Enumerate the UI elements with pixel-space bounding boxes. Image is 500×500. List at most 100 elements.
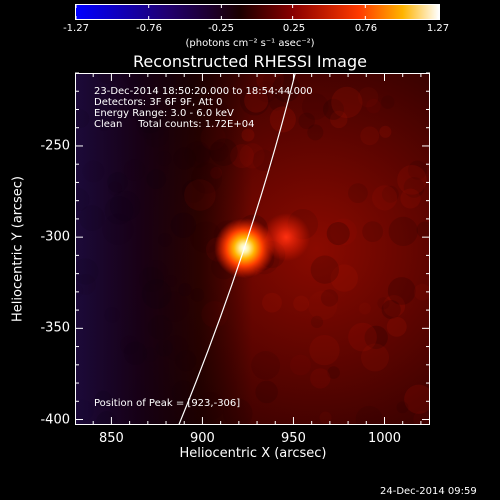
heatmap-blotch (360, 126, 380, 146)
heatmap-blotch (262, 292, 282, 313)
heatmap-blotch (79, 205, 105, 231)
heatmap-blotch (198, 93, 222, 117)
heatmap-blotch (107, 181, 123, 196)
heatmap-blotch (327, 366, 340, 379)
heatmap-blotch (107, 172, 128, 193)
heatmap-blotch (143, 259, 168, 285)
heatmap-blotch (104, 307, 120, 323)
heatmap-blotch (82, 160, 105, 183)
heatmap-blotch (222, 398, 253, 425)
heatmap-blotch (208, 141, 229, 162)
heatmap-blotch (256, 73, 284, 93)
chart-title: Reconstructed RHESSI Image (133, 52, 367, 71)
heatmap-blotch (239, 143, 265, 169)
heatmap-blotch (301, 93, 329, 120)
heatmap-blotch (120, 94, 145, 119)
heatmap-blotch (190, 288, 205, 302)
heatmap-blotch (110, 190, 141, 222)
heatmap-blotch (362, 221, 384, 243)
colorbar-tick-label: 0.25 (282, 23, 306, 34)
heatmap-blotch (158, 232, 172, 247)
heatmap-blotch (191, 162, 223, 194)
heatmap-blotch (330, 218, 357, 246)
heatmap-blotch (416, 221, 430, 239)
heatmap-blotch (322, 98, 345, 120)
heatmap-blotch (182, 84, 200, 102)
heatmap-blotch (372, 185, 398, 211)
heatmap-blotch (97, 73, 119, 84)
heatmap-blotch (184, 179, 216, 211)
heatmap-blotch (320, 289, 339, 307)
heatmap-blotch (251, 350, 281, 380)
heatmap-blotch (75, 273, 96, 295)
heatmap-blotch (361, 343, 390, 372)
heatmap-blotch (200, 125, 226, 151)
heatmap-blotch (155, 339, 173, 357)
colorbar-tick-label: -0.25 (208, 23, 234, 34)
heatmap-blotch (128, 79, 142, 93)
heatmap-blotch (192, 145, 211, 164)
heatmap-blotch (75, 187, 90, 212)
y-tick-label: -300 (40, 229, 70, 245)
heatmap-blotch (207, 100, 229, 123)
heatmap-blotch (136, 106, 163, 134)
heatmap-blotch (120, 335, 140, 355)
colorbar-tick-label: -0.76 (136, 23, 162, 34)
heatmap-blotch (75, 284, 84, 299)
heatmap-blotch (386, 316, 407, 337)
heatmap-blotch (104, 196, 134, 225)
heatmap-blotch (196, 391, 225, 421)
peak-position-label: Position of Peak = [923,-306] (94, 398, 241, 409)
heatmap-blotch (310, 315, 324, 329)
info-time-range: 23-Dec-2014 18:50:20.000 to 18:54:44.000 (94, 86, 313, 97)
y-tick-label: -250 (40, 138, 70, 154)
heatmap-blotch (387, 277, 416, 305)
info-total-counts: Clean Total counts: 1.72E+04 (94, 119, 255, 130)
x-tick-label: 850 (98, 431, 124, 446)
heatmap-blotch (381, 185, 399, 203)
heatmap-blotch (252, 149, 275, 172)
heatmap-blotch (310, 255, 339, 284)
plot-frame (75, 73, 430, 425)
x-tick-label: 900 (190, 431, 215, 446)
colorbar-tick-label: -1.27 (63, 23, 89, 34)
heatmap-blotch (400, 188, 421, 209)
heatmap-blotch (290, 354, 311, 376)
x-axis-label: Heliocentric X (arcsec) (179, 446, 327, 461)
heatmap-blotch (309, 334, 340, 366)
x-tick-label: 1000 (367, 431, 402, 446)
colorbar (75, 4, 440, 20)
heatmap-blotch (319, 411, 332, 424)
heatmap-blotch (381, 299, 401, 320)
heatmap-blotch (111, 106, 127, 123)
heatmap-blotch (256, 80, 278, 103)
heatmap-blotch (307, 290, 338, 321)
heatmap-blotch (75, 109, 90, 129)
heatmap-blotch (163, 335, 189, 361)
heatmap-blotch (379, 125, 392, 138)
heatmap-blotch (177, 73, 200, 95)
heatmap-blotch (255, 380, 278, 404)
heatmap-blotch (173, 147, 196, 170)
heatmap-blotch (358, 86, 379, 108)
heatmap-blotch (178, 283, 192, 297)
heatmap-blotch (396, 401, 409, 414)
heatmap-blotch (96, 116, 112, 132)
y-tick-label: -350 (40, 320, 70, 336)
heatmap-blotch (165, 274, 178, 288)
heatmap-blotch (269, 95, 285, 111)
timestamp: 24-Dec-2014 09:59 (380, 486, 477, 497)
heatmap-blotch (146, 169, 167, 189)
heatmap-blotch (123, 159, 146, 181)
heatmap-plot (75, 73, 430, 425)
heatmap-blotch (210, 166, 223, 179)
y-tick-label: -400 (40, 412, 70, 428)
heatmap-blotch (230, 144, 255, 169)
heatmap-blotch (381, 95, 395, 109)
heatmap-blotch (348, 183, 368, 203)
heatmap-blotch (407, 160, 428, 180)
heatmap-blotch (348, 322, 377, 352)
heatmap-blotch (201, 301, 229, 328)
solar-limb-curve (178, 73, 296, 425)
